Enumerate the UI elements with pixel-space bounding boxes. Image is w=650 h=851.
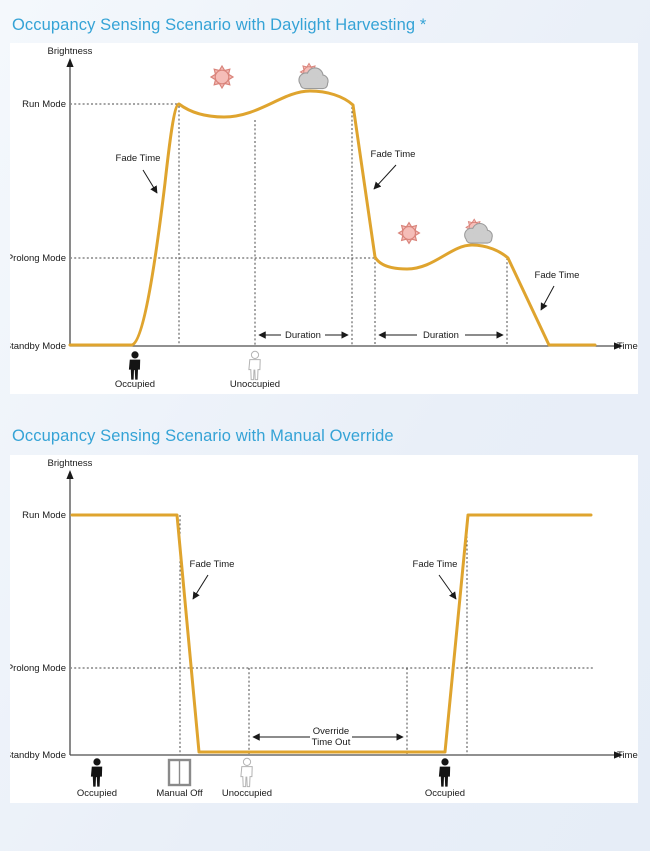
occupied-person-icon <box>90 758 103 787</box>
fade-time-arrow-icon <box>540 285 555 311</box>
standby-mode-label: Standby Mode <box>10 750 66 761</box>
fade-time-annotation-1: Fade Time <box>116 153 161 194</box>
fade-time-annotation-1: Fade Time <box>190 559 235 600</box>
chart2-title: Occupancy Sensing Scenario with Manual O… <box>12 427 394 445</box>
override-timeout-label-line2: Time Out <box>312 737 351 748</box>
sun-icon <box>397 221 421 245</box>
event-caption: Unoccupied <box>222 788 272 799</box>
occupied-person-icon <box>438 758 451 787</box>
fade-time-label: Fade Time <box>116 153 161 164</box>
fade-time-label: Fade Time <box>190 559 235 570</box>
override-timeout-annotation: Override Time Out <box>252 726 404 748</box>
y-axis-label: Brightness <box>48 46 93 57</box>
standby-mode-label: Standby Mode <box>10 341 66 352</box>
event-caption: Manual Off <box>156 788 203 799</box>
duration-annotation-2: Duration <box>378 330 504 341</box>
y-axis-arrow-icon <box>66 470 74 479</box>
fade-time-annotation-2: Fade Time <box>371 149 416 190</box>
x-axis-label: Time <box>617 750 638 761</box>
fade-time-arrow-icon <box>373 164 397 190</box>
brightness-curve <box>68 89 597 347</box>
sun-behind-cloud-icon <box>464 218 493 244</box>
sun-icon <box>210 65 234 89</box>
sun-behind-cloud-icon <box>298 62 329 90</box>
run-mode-label: Run Mode <box>22 510 66 521</box>
chart2-figure: Brightness Time Run Mode Prolong Mode St… <box>10 458 638 799</box>
fade-time-label: Fade Time <box>535 270 580 281</box>
duration-label: Duration <box>285 330 321 341</box>
chart2-panel: Brightness Time Run Mode Prolong Mode St… <box>10 455 638 803</box>
fade-time-arrow-icon <box>438 574 457 600</box>
chart1-panel: Brightness Time Run Mode Prolong Mode St… <box>10 43 638 394</box>
event-caption: Unoccupied <box>230 379 280 390</box>
override-timeout-label-line1: Override <box>313 726 349 737</box>
fade-time-annotation-3: Fade Time <box>535 270 580 311</box>
fade-time-annotation-2: Fade Time <box>413 559 458 600</box>
prolong-mode-label: Prolong Mode <box>10 253 66 264</box>
fade-time-label: Fade Time <box>371 149 416 160</box>
occupied-person-icon <box>128 351 141 380</box>
fade-time-arrow-icon <box>142 169 158 194</box>
chart1-figure: Brightness Time Run Mode Prolong Mode St… <box>10 46 638 390</box>
event-caption: Occupied <box>77 788 117 799</box>
chart1-title: Occupancy Sensing Scenario with Daylight… <box>12 16 427 34</box>
x-axis-arrow-icon <box>614 342 623 350</box>
x-axis-label: Time <box>617 341 638 352</box>
duration-annotation-1: Duration <box>258 330 349 341</box>
manual-off-switch-icon <box>167 758 192 787</box>
event-caption: Occupied <box>115 379 155 390</box>
prolong-mode-label: Prolong Mode <box>10 663 66 674</box>
y-axis-label: Brightness <box>48 458 93 469</box>
duration-label: Duration <box>423 330 459 341</box>
event-caption: Occupied <box>425 788 465 799</box>
unoccupied-person-icon <box>240 757 253 788</box>
unoccupied-person-icon <box>248 350 261 381</box>
x-axis-arrow-icon <box>614 751 623 759</box>
run-mode-label: Run Mode <box>22 99 66 110</box>
brightness-curve <box>70 513 593 754</box>
fade-time-label: Fade Time <box>413 559 458 570</box>
y-axis-arrow-icon <box>66 58 74 67</box>
fade-time-arrow-icon <box>192 574 209 600</box>
